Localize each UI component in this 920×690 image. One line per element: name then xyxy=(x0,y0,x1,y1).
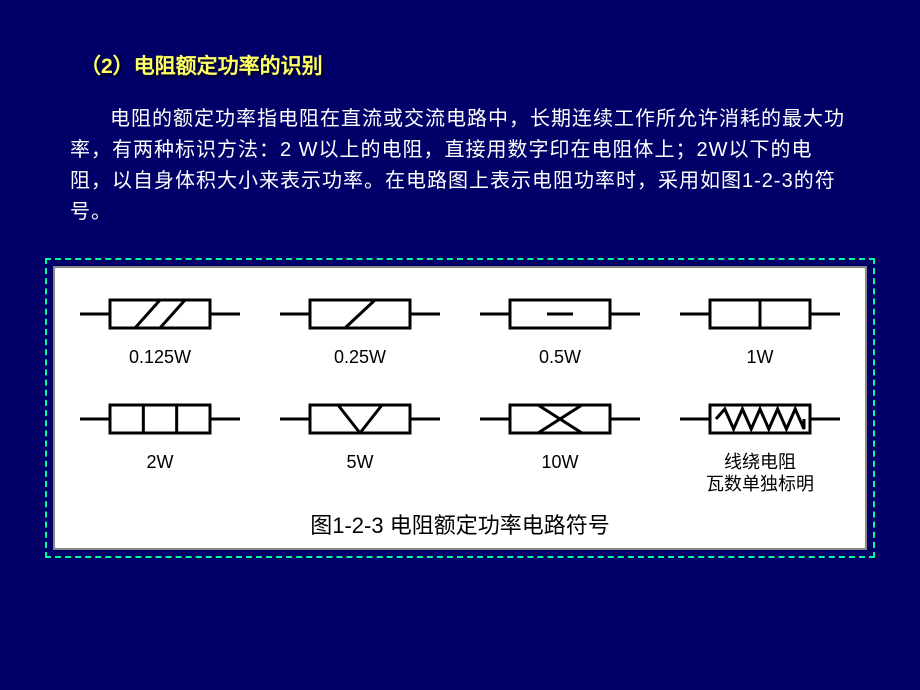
symbol-label: 线绕电阻瓦数单独标明 xyxy=(706,451,814,496)
symbol-cell: 0.25W xyxy=(265,288,455,369)
resistor-symbol-icon xyxy=(70,393,250,445)
symbol-cell: 1W xyxy=(665,288,855,369)
figure-panel: 0.125W 0.25W 0.5W 1W xyxy=(53,266,867,550)
symbol-grid: 0.125W 0.25W 0.5W 1W xyxy=(65,288,855,496)
symbol-label: 0.125W xyxy=(129,346,191,369)
figure-caption: 图1-2-3 电阻额定功率电路符号 xyxy=(65,508,855,540)
symbol-cell: 5W xyxy=(265,393,455,496)
resistor-symbol-icon xyxy=(470,288,650,340)
symbol-cell: 线绕电阻瓦数单独标明 xyxy=(665,393,855,496)
resistor-symbol-icon xyxy=(670,288,850,340)
resistor-symbol-icon xyxy=(470,393,650,445)
resistor-symbol-icon xyxy=(270,393,450,445)
symbol-cell: 10W xyxy=(465,393,655,496)
slide: （2）电阻额定功率的识别 电阻的额定功率指电阻在直流或交流电路中，长期连续工作所… xyxy=(0,0,920,690)
symbol-label: 1W xyxy=(747,346,774,369)
symbol-label: 2W xyxy=(147,451,174,474)
symbol-cell: 0.5W xyxy=(465,288,655,369)
resistor-symbol-icon xyxy=(70,288,250,340)
symbol-cell: 2W xyxy=(65,393,255,496)
figure-dashed-frame: 0.125W 0.25W 0.5W 1W xyxy=(45,258,875,558)
symbol-cell: 0.125W xyxy=(65,288,255,369)
resistor-symbol-icon xyxy=(270,288,450,340)
symbol-label: 10W xyxy=(541,451,578,474)
body-paragraph: 电阻的额定功率指电阻在直流或交流电路中，长期连续工作所允许消耗的最大功率，有两种… xyxy=(70,104,850,228)
section-heading: （2）电阻额定功率的识别 xyxy=(80,50,880,80)
resistor-symbol-icon xyxy=(670,393,850,445)
symbol-label: 5W xyxy=(347,451,374,474)
symbol-label: 0.25W xyxy=(334,346,386,369)
symbol-label: 0.5W xyxy=(539,346,581,369)
